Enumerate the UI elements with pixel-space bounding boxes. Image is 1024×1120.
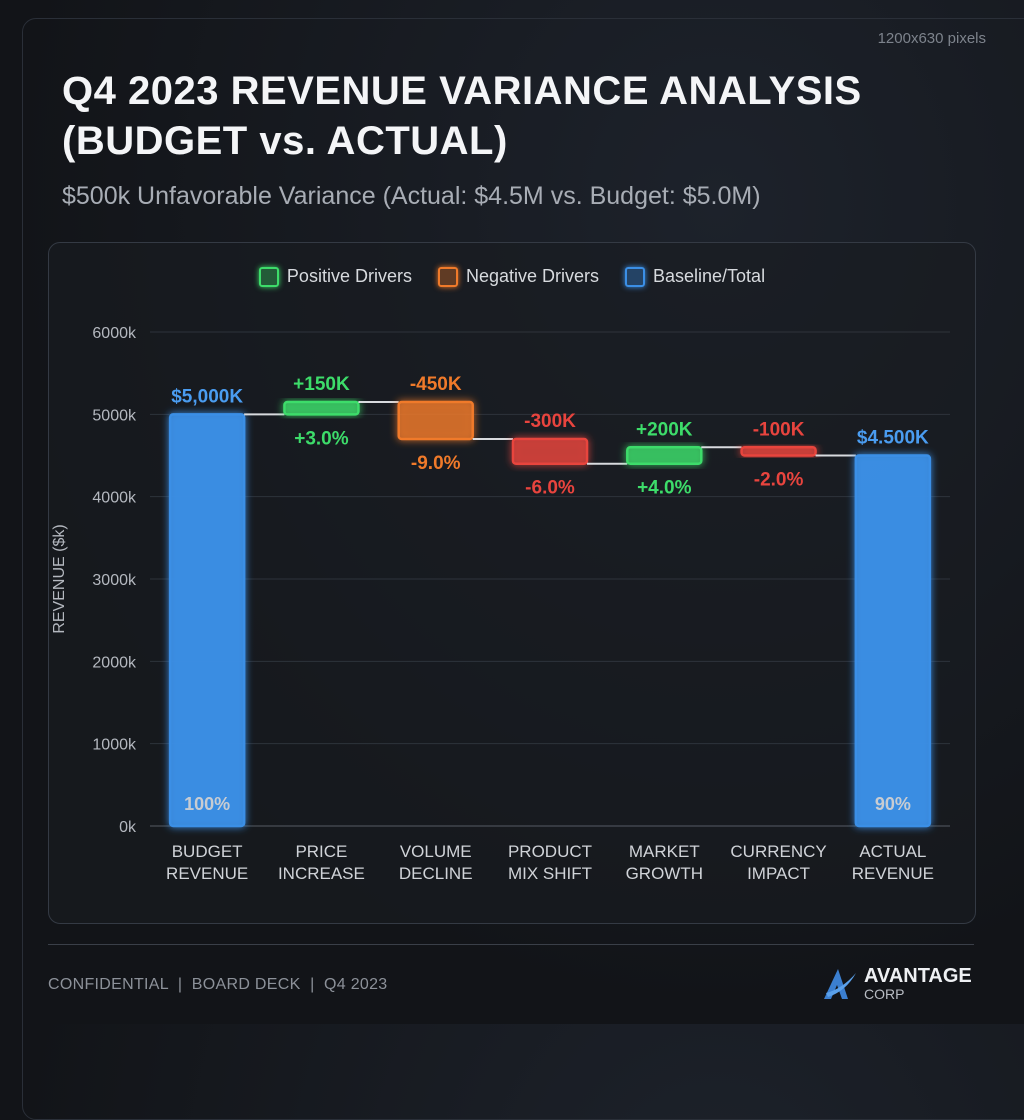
brand-sub: CORP <box>864 986 905 1002</box>
percent-label: 90% <box>875 794 911 814</box>
x-tick-label: VOLUME <box>400 842 472 861</box>
percent-label: 100% <box>184 794 230 814</box>
y-tick-label: 0k <box>119 819 137 836</box>
percent-label: -9.0% <box>411 453 461 474</box>
bar-2 <box>397 400 474 441</box>
percent-label: +3.0% <box>294 428 349 449</box>
value-label: $4.500K <box>857 428 929 449</box>
bar-1 <box>283 400 360 416</box>
y-tick-label: 6000k <box>92 325 137 342</box>
percent-label: -6.0% <box>525 478 575 499</box>
y-tick-label: 1000k <box>92 737 137 754</box>
bar-3 <box>511 437 589 465</box>
legend-label: Positive Drivers <box>286 266 412 286</box>
value-label: +150K <box>293 374 350 395</box>
value-label: -300K <box>524 411 576 432</box>
value-label: -450K <box>410 374 462 395</box>
legend-swatch <box>258 266 279 287</box>
x-tick-label: ACTUAL <box>859 842 926 861</box>
x-tick-label: INCREASE <box>278 864 365 883</box>
x-tick-label: BUDGET <box>172 842 243 861</box>
chart-subtitle: $500k Unfavorable Variance (Actual: $4.5… <box>62 182 761 210</box>
y-tick-label: 3000k <box>92 572 137 589</box>
footer-text: CONFIDENTIAL | BOARD DECK | Q4 2023 <box>48 976 388 993</box>
bar-6 <box>854 454 932 828</box>
x-tick-label: REVENUE <box>852 864 934 883</box>
brand-name: AVANTAGE <box>864 965 972 987</box>
percent-label: +4.0% <box>637 478 692 499</box>
brand-logo: AVANTAGE CORP <box>822 966 972 1002</box>
bar-5 <box>740 446 817 457</box>
y-tick-label: 4000k <box>92 490 137 507</box>
value-label: +200K <box>636 419 693 440</box>
x-tick-label: IMPACT <box>747 864 810 883</box>
value-label: $5,000K <box>171 386 243 407</box>
x-tick-label: REVENUE <box>166 864 248 883</box>
y-axis-label: REVENUE ($k) <box>51 524 68 633</box>
x-tick-label: PRICE <box>295 842 347 861</box>
y-tick-label: 2000k <box>92 654 137 671</box>
y-tick-label: 5000k <box>92 407 137 424</box>
legend-item-positive: Positive Drivers <box>258 266 412 287</box>
legend-label: Baseline/Total <box>653 266 766 286</box>
bar-0 <box>168 413 246 828</box>
chart-title: Q4 2023 REVENUE VARIANCE ANALYSIS (BUDGE… <box>62 69 862 163</box>
waterfall-chart: 0k 1000k 2000k 3000k 4000k 5000k 6000k REVENUE … <box>51 325 950 883</box>
footer-divider <box>48 944 974 945</box>
legend: Positive Drivers Negative Drivers Baseli… <box>0 266 1024 287</box>
x-tick-label: PRODUCT <box>508 842 592 861</box>
x-tick-label: DECLINE <box>399 864 473 883</box>
legend-label: Negative Drivers <box>465 266 599 286</box>
dimensions-label: 1200x630 pixels <box>877 30 986 47</box>
legend-swatch <box>625 266 645 287</box>
x-tick-label: GROWTH <box>626 864 703 883</box>
percent-label: -2.0% <box>754 470 804 491</box>
legend-item-total: Baseline/Total <box>625 266 765 287</box>
legend-swatch <box>437 266 458 287</box>
x-tick-label: MARKET <box>629 842 700 861</box>
x-tick-label: CURRENCY <box>730 842 826 861</box>
bar-4 <box>626 446 703 465</box>
value-label: -100K <box>753 419 805 440</box>
avantage-logo-icon <box>824 969 856 999</box>
legend-item-negative: Negative Drivers <box>437 266 599 287</box>
x-tick-label: MIX SHIFT <box>508 864 592 883</box>
